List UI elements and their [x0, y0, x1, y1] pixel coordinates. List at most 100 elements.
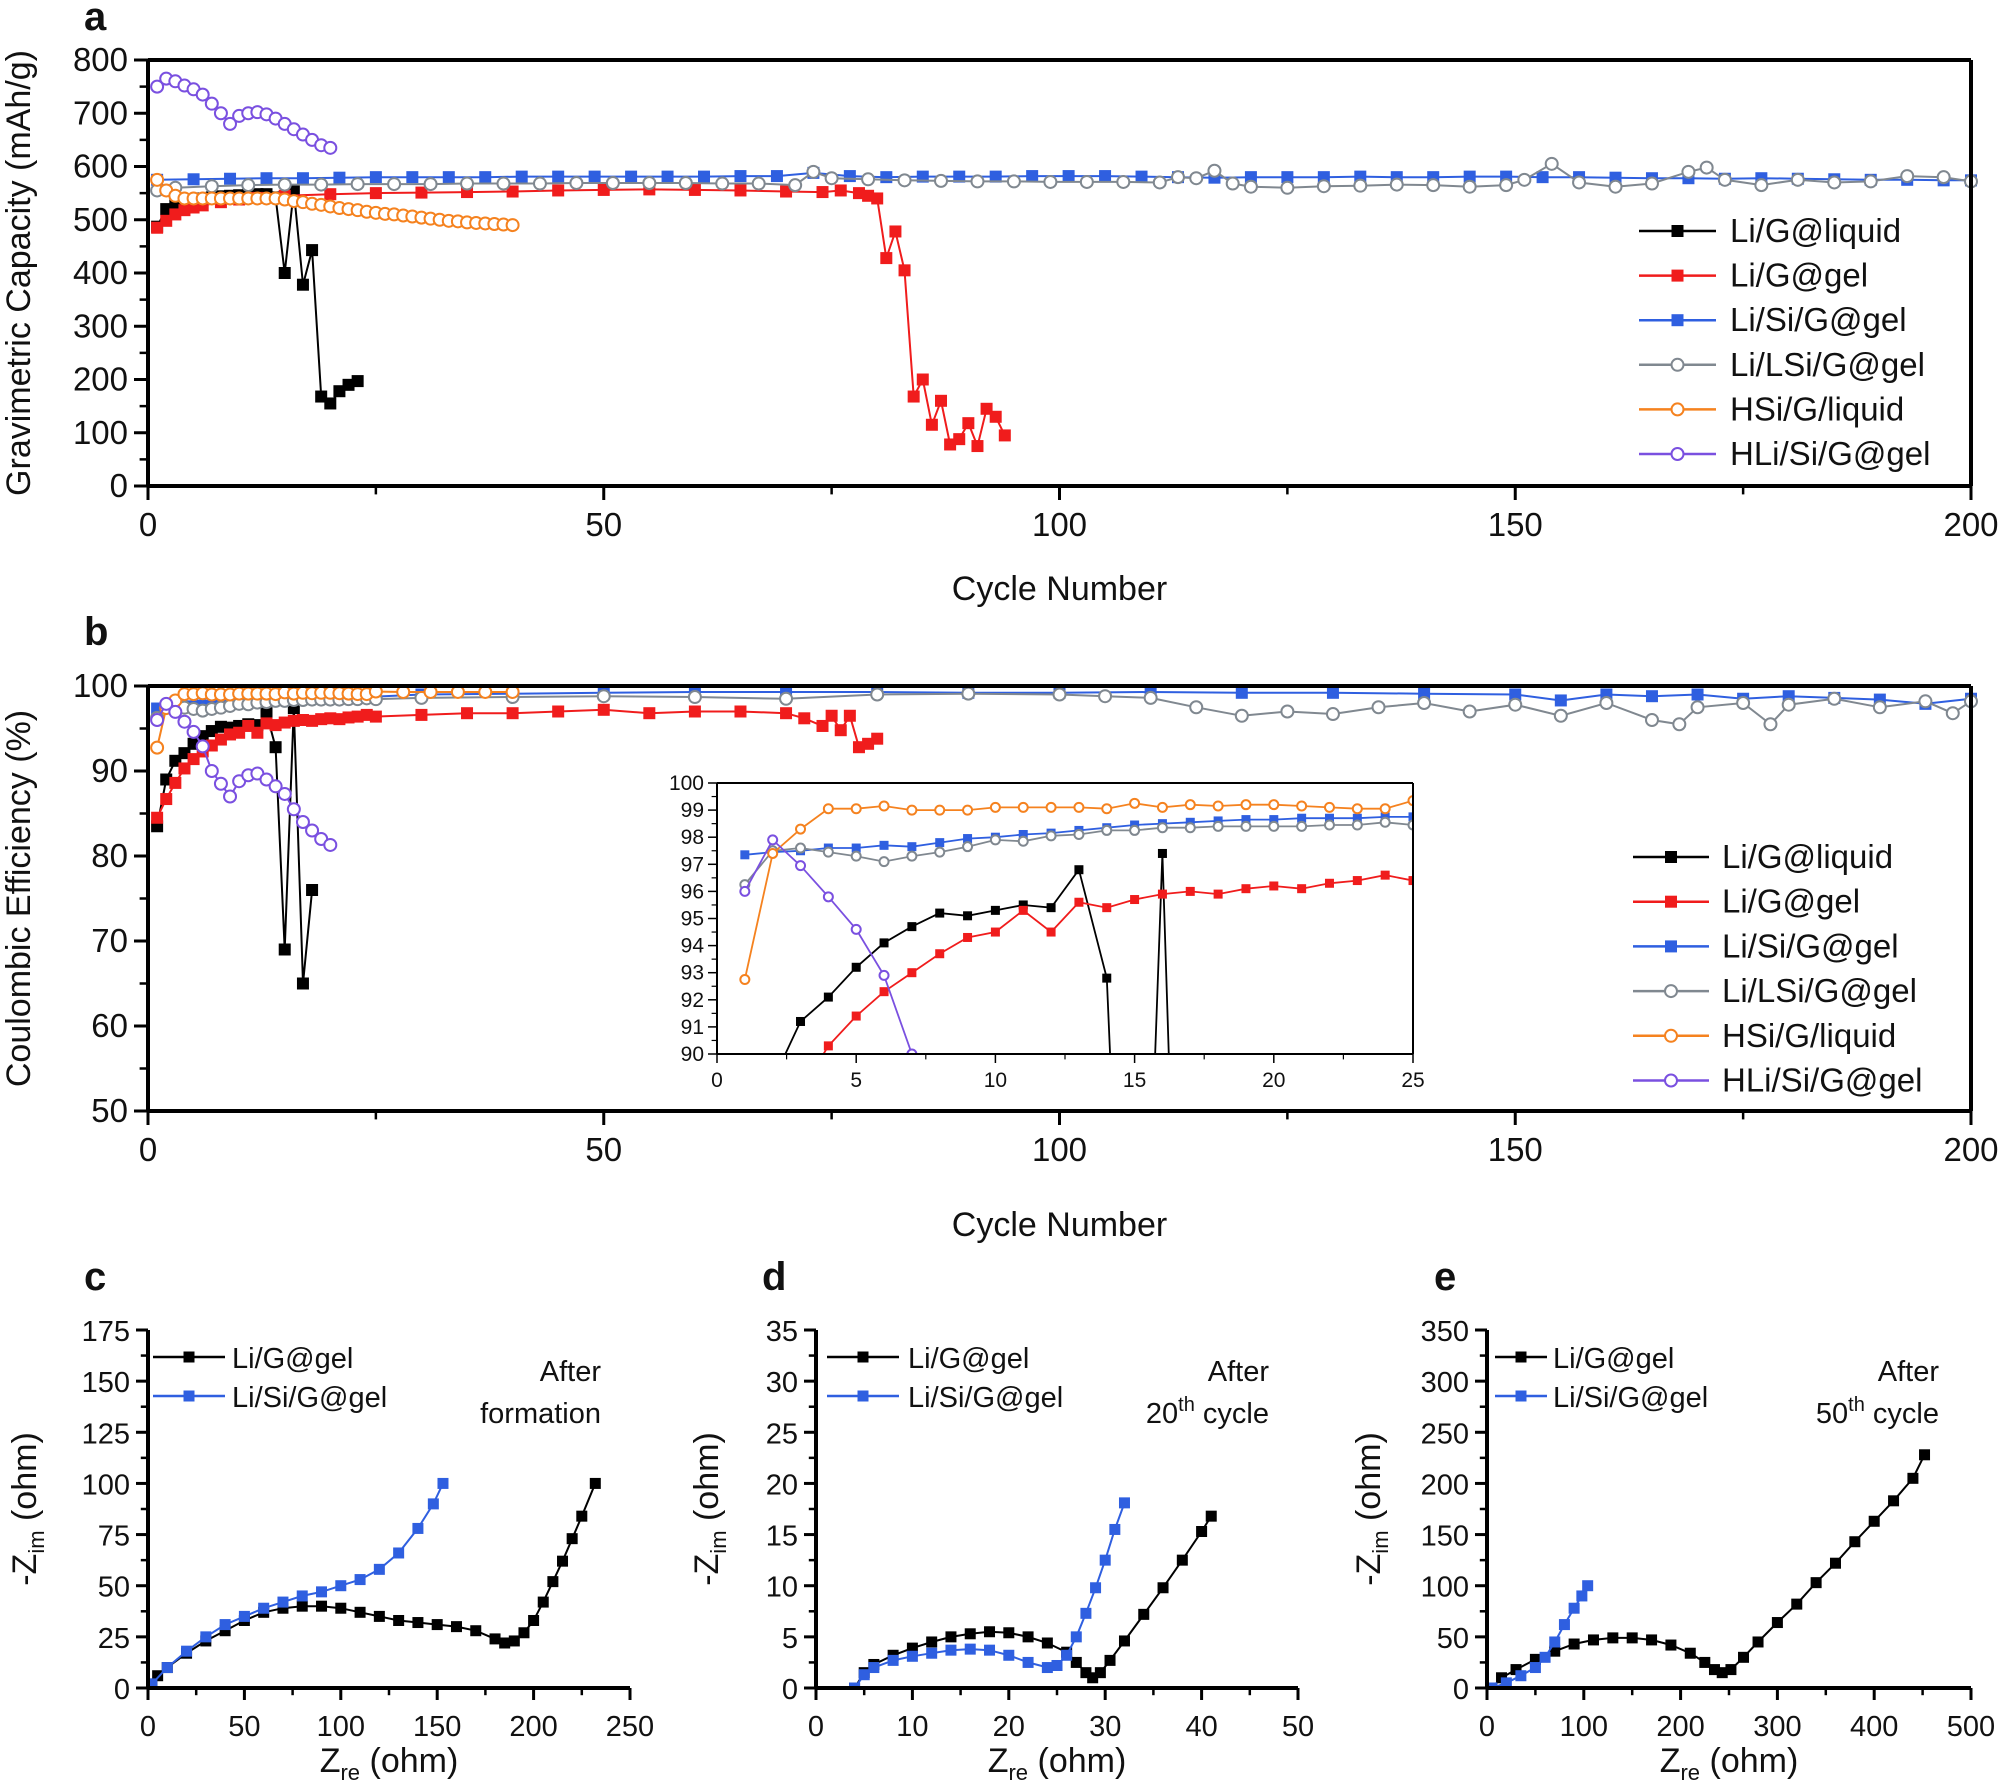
- data-point: [238, 1610, 250, 1622]
- data-point: [963, 1131, 972, 1140]
- data-point: [214, 733, 227, 746]
- axes: 0 100 200 300 400 500 0 50 100 150 200 250 300 350: [1421, 1316, 1996, 1743]
- data-point: [1536, 171, 1549, 184]
- legend-item: Li/G@gel: [153, 1343, 353, 1375]
- data-point: [1104, 1654, 1116, 1666]
- data-point: [1626, 1632, 1638, 1644]
- data-point: [150, 740, 165, 755]
- x-tick-label: 200: [1943, 506, 1998, 543]
- annotation-main: 50: [1816, 1398, 1848, 1430]
- y-title-sub: im: [24, 1530, 49, 1553]
- data-point: [1018, 900, 1028, 910]
- legend-marker: [1664, 1028, 1678, 1043]
- data-point: [152, 1670, 164, 1682]
- data-point: [1022, 1631, 1034, 1643]
- data-point: [1213, 889, 1223, 899]
- data-point: [295, 815, 310, 829]
- annotation: After formation: [480, 1356, 601, 1430]
- legend-item: HLi/Si/G@gel: [1633, 1062, 1922, 1099]
- x-title-main: Z: [1660, 1742, 1681, 1780]
- y-tick-label: 99: [681, 799, 704, 822]
- y-axis-title: -Zim (ohm): [1350, 1432, 1393, 1586]
- data-point: [767, 847, 779, 859]
- series-li-g-liquid: [151, 184, 364, 410]
- data-point: [1094, 1667, 1106, 1679]
- legend-label: Li/LSi/G@gel: [1730, 346, 1925, 383]
- legend-marker: [1670, 357, 1685, 372]
- data-point: [1352, 813, 1362, 823]
- data-point: [204, 179, 219, 194]
- data-point: [970, 174, 985, 189]
- data-point: [528, 1614, 540, 1626]
- legend-item: HLi/Si/G@gel: [1639, 435, 1930, 472]
- data-point: [1269, 1285, 1278, 1294]
- x-title-main: Z: [320, 1742, 341, 1780]
- data-point: [740, 1226, 749, 1235]
- data-point: [219, 1625, 231, 1637]
- inset-background: [717, 783, 1413, 1054]
- legend-marker: [1664, 1073, 1678, 1088]
- y-tick-label: 50: [91, 1092, 128, 1129]
- annotation-line2: 20th cycle: [1146, 1394, 1269, 1430]
- data-point: [1515, 1670, 1527, 1682]
- series-hsi-g-liquid: [150, 172, 520, 233]
- data-point: [499, 1637, 511, 1649]
- data-point: [1235, 686, 1248, 699]
- data-point: [1900, 169, 1915, 184]
- x-tick-label: 200: [1656, 1711, 1704, 1743]
- data-point: [989, 410, 1002, 423]
- x-tick-label: 20: [1262, 1069, 1285, 1092]
- x-tick-label: 0: [139, 506, 157, 543]
- data-point: [935, 838, 945, 848]
- data-point: [1607, 1632, 1619, 1644]
- data-point: [1754, 178, 1769, 193]
- legend-item: Li/LSi/G@gel: [1639, 346, 1925, 383]
- data-point: [187, 173, 200, 186]
- data-point: [734, 184, 747, 197]
- y-tick-label: 150: [1421, 1521, 1469, 1553]
- data-point: [1316, 179, 1331, 194]
- legend-item: HSi/G/liquid: [1639, 390, 1904, 427]
- y-title-sub: im: [1368, 1530, 1393, 1553]
- data-point: [1022, 1656, 1034, 1668]
- data-point: [1234, 708, 1249, 723]
- y-title-main: -Z: [688, 1554, 726, 1586]
- data-point: [597, 183, 610, 196]
- data-point: [1102, 973, 1112, 983]
- y-tick-label: 100: [73, 414, 128, 451]
- data-point: [178, 747, 191, 760]
- x-tick-label: 15: [1123, 1069, 1146, 1092]
- x-tick-label: 0: [808, 1711, 824, 1743]
- data-point: [1326, 686, 1339, 699]
- y-tick-label: 150: [82, 1367, 130, 1399]
- data-point: [224, 172, 237, 185]
- data-point: [1463, 170, 1476, 183]
- data-point: [935, 394, 948, 407]
- legend-label: Li/G@gel: [1722, 883, 1860, 920]
- data-point: [296, 1590, 308, 1602]
- data-point: [1407, 795, 1413, 807]
- x-title-unit: (ohm): [1700, 1742, 1798, 1780]
- data-point: [1587, 1634, 1599, 1646]
- data-point: [1919, 1449, 1931, 1461]
- data-point: [1184, 822, 1196, 834]
- data-point: [373, 1610, 385, 1622]
- panel-label: c: [84, 1255, 106, 1299]
- data-point: [306, 244, 319, 257]
- series-line: [744, 815, 1413, 856]
- data-point: [1352, 876, 1362, 886]
- data-point: [315, 390, 328, 403]
- annotation-line1: After: [540, 1356, 602, 1388]
- data-point: [160, 214, 173, 227]
- data-point: [1061, 1649, 1073, 1661]
- data-point: [324, 712, 337, 725]
- data-point: [1324, 878, 1334, 888]
- series-li-g-gel: [151, 183, 1011, 453]
- data-point: [945, 1631, 957, 1643]
- data-point: [871, 192, 884, 205]
- data-point: [688, 705, 701, 718]
- annotation-line1: After: [1878, 1356, 1940, 1388]
- legend-marker: [1515, 1390, 1527, 1402]
- data-point: [962, 804, 974, 816]
